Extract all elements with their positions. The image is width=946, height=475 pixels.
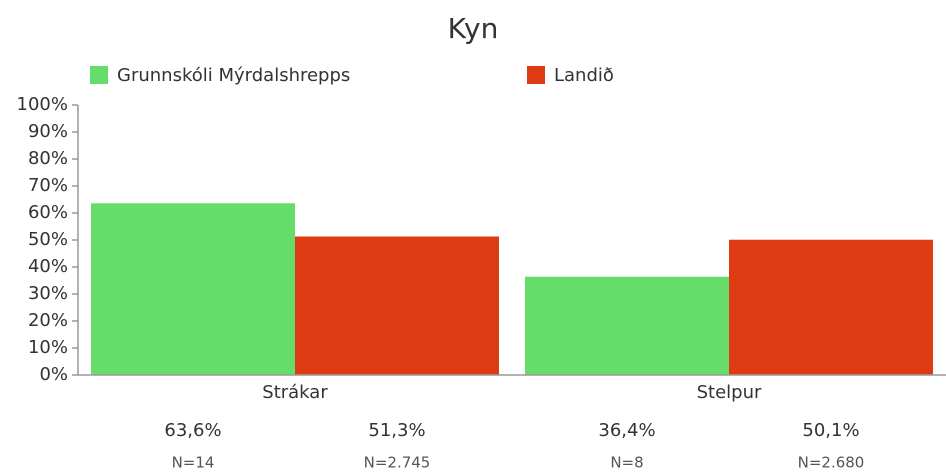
legend-swatch (527, 66, 545, 84)
legend-label: Landið (554, 65, 614, 86)
x-tick-label: Strákar (262, 382, 328, 403)
value-label: 51,3% (368, 420, 425, 441)
y-tick-label: 10% (28, 337, 68, 358)
n-label: N=2.680 (798, 454, 865, 472)
y-tick-label: 70% (28, 175, 68, 196)
n-label: N=8 (610, 454, 643, 472)
y-tick-label: 20% (28, 310, 68, 331)
legend-label: Grunnskóli Mýrdalshrepps (117, 65, 350, 86)
bar (729, 239, 933, 375)
y-tick-label: 80% (28, 148, 68, 169)
y-tick-label: 90% (28, 121, 68, 142)
value-label: 63,6% (164, 420, 221, 441)
bar (295, 236, 499, 375)
value-label: 50,1% (802, 420, 859, 441)
bar (525, 276, 729, 375)
chart-title: Kyn (448, 12, 499, 45)
y-tick-label: 60% (28, 202, 68, 223)
y-tick-label: 0% (39, 364, 68, 385)
bar (91, 203, 296, 375)
value-label: 36,4% (598, 420, 655, 441)
legend-swatch (90, 66, 108, 84)
n-label: N=2.745 (364, 454, 431, 472)
y-tick-label: 50% (28, 229, 68, 250)
n-label: N=14 (172, 454, 215, 472)
y-tick-label: 100% (17, 94, 68, 115)
y-tick-label: 30% (28, 283, 68, 304)
y-tick-label: 40% (28, 256, 68, 277)
x-tick-label: Stelpur (697, 382, 762, 403)
